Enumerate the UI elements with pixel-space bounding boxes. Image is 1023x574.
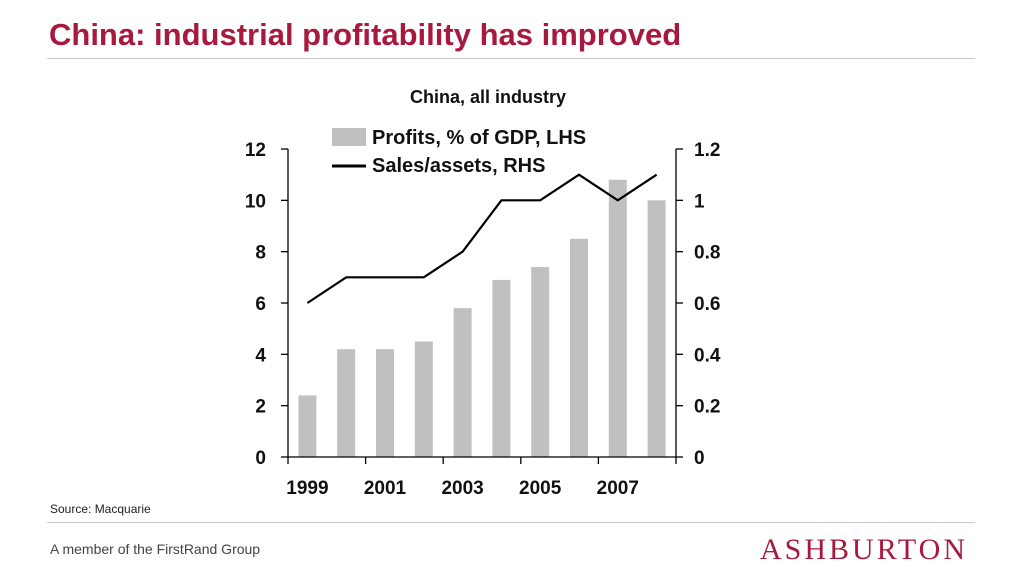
right-tick-label-0.4: 0.4 <box>694 345 721 366</box>
left-tick-label-4: 4 <box>255 345 266 366</box>
bar-profits-2008 <box>647 200 666 458</box>
right-tick-label-0.8: 0.8 <box>694 243 720 264</box>
left-tick-label-8: 8 <box>255 243 266 264</box>
right-tick-label-0.6: 0.6 <box>694 294 720 315</box>
bar-profits-2003 <box>453 308 472 457</box>
right-tick-label-1.2: 1.2 <box>694 140 720 161</box>
bar-profits-1999 <box>298 395 317 457</box>
x-tick-label-2007: 2007 <box>597 478 639 499</box>
bar-profits-2007 <box>608 179 627 458</box>
bar-profits-2000 <box>337 349 356 457</box>
left-tick-label-6: 6 <box>255 294 266 315</box>
right-tick-label-0: 0 <box>694 448 705 469</box>
left-tick-label-10: 10 <box>245 191 266 212</box>
title-divider <box>47 58 975 59</box>
bar-profits-2006 <box>570 238 588 457</box>
left-tick-label-12: 12 <box>245 140 266 161</box>
legend-swatch-profits <box>332 128 366 146</box>
brand-logo: ASHBURTON <box>760 533 969 566</box>
x-tick-label-2001: 2001 <box>364 478 407 499</box>
chart-legend: Profits, % of GDP, LHS Sales/assets, RHS <box>332 127 586 177</box>
plot-area: 0 2 4 6 8 10 12 0 0.2 0.4 0.6 0.8 1 1.2 1999 2001 2003 20… <box>245 140 721 499</box>
bar-profits-2002 <box>414 341 433 457</box>
chart-title: China, all industry <box>410 87 566 107</box>
footer-divider <box>47 522 975 523</box>
source-note: Source: Macquarie <box>50 502 151 516</box>
x-tick-label-2005: 2005 <box>519 478 562 499</box>
bar-profits-2005 <box>531 267 550 457</box>
slide-title: China: industrial profitability has impr… <box>49 17 682 52</box>
right-tick-label-0.2: 0.2 <box>694 397 720 418</box>
right-tick-label-1: 1 <box>694 191 705 212</box>
bar-profits-2001 <box>376 349 394 457</box>
footer-text: A member of the FirstRand Group <box>50 541 261 557</box>
left-tick-label-2: 2 <box>255 397 266 418</box>
left-tick-label-0: 0 <box>255 448 266 469</box>
legend-label-profits: Profits, % of GDP, LHS <box>372 127 586 149</box>
x-tick-label-1999: 1999 <box>286 478 328 499</box>
bar-profits-2004 <box>492 279 511 457</box>
line-sales-assets <box>306 173 658 304</box>
legend-label-sales-assets: Sales/assets, RHS <box>372 155 545 177</box>
x-tick-label-2003: 2003 <box>441 478 483 499</box>
